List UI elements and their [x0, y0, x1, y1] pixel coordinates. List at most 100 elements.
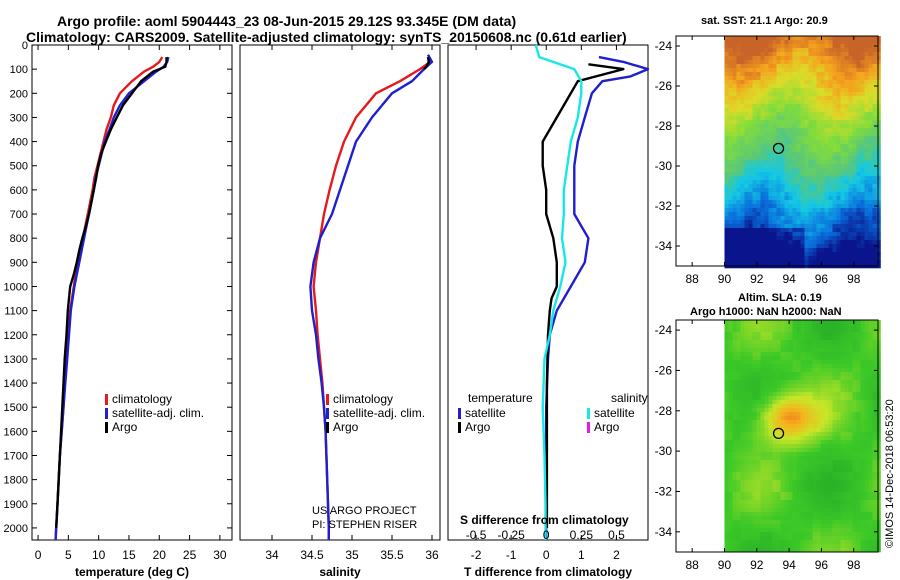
legend-label: Argo [594, 420, 620, 434]
ytick-label: 700 [10, 209, 28, 221]
legend-label: satellite [594, 406, 635, 420]
plot-frame-difference [447, 44, 649, 541]
ytick-label: 1200 [4, 330, 28, 342]
plot-frame-salinity [239, 44, 441, 541]
map-ytick-label: -34 [655, 525, 673, 539]
legend-label: satellite-adj. clim. [112, 406, 204, 420]
series-line-t-argo [541, 63, 625, 528]
series-line-argo [423, 56, 430, 70]
series-line-climatology [312, 56, 432, 540]
legend-label: climatology [112, 392, 172, 406]
ytick-label: 900 [10, 257, 28, 269]
legend-swatch [105, 422, 108, 433]
xtick-label: 15 [122, 548, 136, 562]
xtick-label: 34.5 [300, 548, 324, 562]
plot-frame-temperature [31, 44, 233, 541]
xtick-label: 0 [35, 548, 42, 562]
map-ytick-label: -24 [655, 39, 673, 53]
series-line-t-satellite [545, 55, 650, 540]
secondary-xtick-label: 0.5 [608, 528, 625, 542]
xtick-label: 36 [425, 548, 439, 562]
legend-swatch [105, 394, 108, 405]
series-line-argo [55, 57, 168, 528]
legend-swatch [458, 408, 461, 419]
x-axis-label: salinity [319, 565, 361, 579]
secondary-xtick-label: 0 [543, 528, 550, 542]
xtick-label: 5 [65, 548, 72, 562]
secondary-xtick-label: -0.25 [497, 528, 525, 542]
legend-swatch [587, 408, 590, 419]
legend-label: Argo [465, 420, 491, 434]
xtick-label: 10 [92, 548, 106, 562]
x-axis-label: temperature (deg C) [75, 565, 189, 579]
credit-text: US ARGO PROJECT [312, 505, 417, 517]
ytick-label: 1000 [4, 281, 28, 293]
map-sst [724, 36, 881, 269]
ytick-label: 1700 [4, 450, 28, 462]
map-xtick-label: 96 [815, 558, 829, 572]
legend-swatch [458, 422, 461, 433]
map-xtick-label: 98 [847, 558, 861, 572]
map-xtick-label: 90 [718, 272, 732, 286]
xtick-label: 20 [153, 548, 167, 562]
xtick-label: 25 [183, 548, 197, 562]
xtick-label: 35.5 [380, 548, 404, 562]
map-sla [724, 320, 881, 553]
xtick-label: -2 [471, 548, 482, 562]
secondary-xtick-label: 0.25 [570, 528, 594, 542]
ytick-label: 1400 [4, 378, 28, 390]
legend-label: satellite [465, 406, 506, 420]
x-axis-label-secondary: S difference from climatology [460, 513, 629, 527]
watermark: ©IMOS 14-Dec-2018 06:53:20 [884, 399, 896, 548]
legend-swatch [326, 422, 329, 433]
legend-swatch [105, 408, 108, 419]
ytick-label: 1300 [4, 354, 28, 366]
ytick-label: 1600 [4, 426, 28, 438]
ytick-label: 200 [10, 88, 28, 100]
legend-swatch [587, 422, 590, 433]
ytick-label: 800 [10, 233, 28, 245]
sst-map-title: sat. SST: 21.1 Argo: 20.9 [701, 15, 828, 27]
map-frame [675, 35, 879, 267]
map-frame [675, 319, 879, 553]
legend-title-temperature: temperature [468, 391, 533, 405]
sla-map-title-line1: Altim. SLA: 0.19 [738, 292, 822, 304]
legend-label: Argo [112, 420, 138, 434]
map-ytick-label: -28 [655, 404, 673, 418]
series-line-s-satellite [534, 44, 583, 540]
map-xtick-label: 92 [750, 272, 764, 286]
map-ytick-label: -28 [655, 119, 673, 133]
chart-title-line1: Argo profile: aoml 5904443_23 08-Jun-201… [57, 13, 517, 29]
secondary-xtick-label: -0.5 [466, 528, 487, 542]
ytick-label: 500 [10, 161, 28, 173]
map-xtick-label: 94 [782, 558, 796, 572]
map-ytick-label: -32 [655, 484, 673, 498]
xtick-label: 2 [613, 548, 620, 562]
ytick-label: 2000 [4, 523, 28, 535]
ytick-label: 400 [10, 137, 28, 149]
xtick-label: 1 [578, 548, 585, 562]
legend-label: satellite-adj. clim. [333, 406, 425, 420]
ytick-label: 1900 [4, 499, 28, 511]
ytick-label: 1500 [4, 402, 28, 414]
map-ytick-label: -24 [655, 323, 673, 337]
map-ytick-label: -26 [655, 79, 673, 93]
ytick-label: 1800 [4, 475, 28, 487]
map-ytick-label: -30 [655, 444, 673, 458]
chart-title-line2: Climatology: CARS2009. Satellite-adjuste… [26, 29, 627, 45]
map-xtick-label: 94 [782, 272, 796, 286]
map-xtick-label: 88 [685, 272, 699, 286]
legend-label: Argo [333, 420, 359, 434]
x-axis-label: T difference from climatology [464, 565, 632, 579]
ytick-label: 600 [10, 185, 28, 197]
xtick-label: 35 [345, 548, 359, 562]
map-ytick-label: -26 [655, 363, 673, 377]
legend-label: climatology [333, 392, 393, 406]
map-xtick-label: 88 [685, 558, 699, 572]
map-ytick-label: -32 [655, 199, 673, 213]
ytick-label: 1100 [4, 306, 28, 318]
series-line-satellite-adj-clim- [309, 54, 434, 540]
map-xtick-label: 90 [718, 558, 732, 572]
map-ytick-label: -34 [655, 239, 673, 253]
